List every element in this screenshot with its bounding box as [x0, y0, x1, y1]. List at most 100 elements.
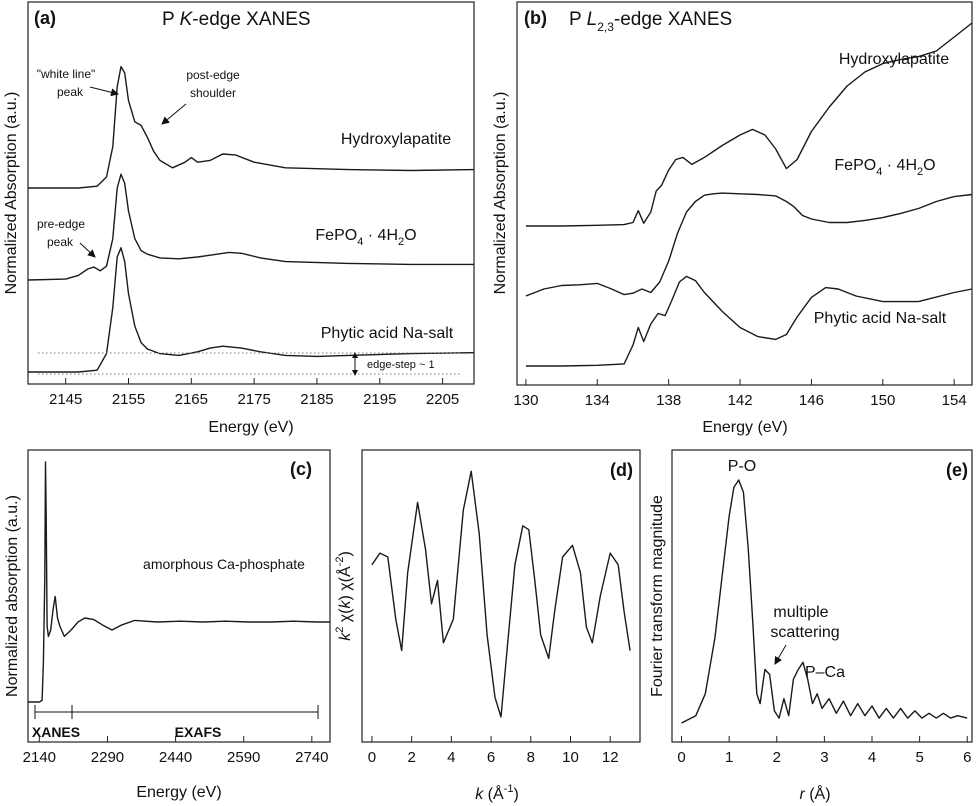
panel-e-letter: (e) — [946, 460, 968, 480]
panel-c-x-axis-label: Energy (eV) — [136, 784, 221, 801]
panel-e-curves — [681, 479, 968, 724]
x-tick-label-2155: 2155 — [112, 391, 145, 408]
series-line-amorphous-ca-phosphate — [28, 461, 330, 703]
panel-d-x-axis-label: k (Å-1) — [475, 783, 519, 803]
panel-d: (d) 0 2 4 6 8 10 12 k (Å-1) k2 χ(k) χ(Å-2) — [334, 449, 641, 803]
x-tick-label-2145: 2145 — [49, 391, 82, 408]
x-tick-label-5: 5 — [915, 749, 923, 766]
x-tick-label-2195: 2195 — [363, 391, 396, 408]
xanes-label: XANES — [32, 724, 80, 740]
panel-a-frame — [27, 1, 475, 385]
panel-d-y-axis-label: k2 χ(k) χ(Å-2) — [334, 551, 354, 641]
label-hydroxylapatite-b: Hydroxylapatite — [839, 51, 949, 68]
panel-e-frame — [671, 449, 973, 743]
annotation-white-line-1: "white line" — [37, 67, 96, 81]
panel-a-x-axis-label: Energy (eV) — [208, 419, 293, 436]
x-tick-label-2740: 2740 — [295, 749, 328, 766]
x-tick-label-12: 12 — [602, 749, 619, 766]
x-tick-label-2: 2 — [407, 749, 415, 766]
panel-e-x-axis-label: r (Å) — [799, 784, 830, 803]
label-phytic-a: Phytic acid Na-salt — [321, 325, 454, 342]
panel-e-x-ticks: 0 1 2 3 4 5 6 — [677, 736, 971, 766]
x-tick-label-10: 10 — [562, 749, 579, 766]
x-tick-label-0: 0 — [677, 749, 685, 766]
x-tick-label-6: 6 — [487, 749, 495, 766]
series-line-chi — [371, 470, 631, 718]
panel-d-x-ticks: 0 2 4 6 8 10 12 — [368, 736, 619, 766]
x-tick-label-142: 142 — [728, 392, 753, 409]
panel-a: (a) P K-edge XANES 2145 2155 2165 2175 2185 2… — [3, 1, 475, 436]
series-line-hydroxylapatite — [28, 65, 475, 189]
x-tick-label-0: 0 — [368, 749, 376, 766]
x-tick-label-2175: 2175 — [237, 391, 270, 408]
series-line-ft — [681, 479, 968, 724]
series-line-hydroxylapatite — [525, 22, 973, 227]
x-tick-label-2290: 2290 — [91, 749, 124, 766]
series-line-fepo4-4h2o — [525, 192, 973, 297]
panel-b-curves — [525, 22, 973, 367]
label-fepo4-b: FePO4 · 4H2O — [834, 157, 935, 178]
x-tick-label-4: 4 — [868, 749, 876, 766]
panel-e: (e) 0 1 2 3 4 5 6 P-O multiple scattering P–Ca… — [649, 449, 973, 803]
annotation-scattering: scattering — [770, 624, 839, 641]
arrow-post-edge — [161, 103, 187, 125]
panel-b-title: P L2,3-edge XANES — [569, 9, 732, 34]
x-tick-label-2440: 2440 — [159, 749, 192, 766]
x-tick-label-3: 3 — [820, 749, 828, 766]
series-line-phytic-acid-na-salt — [525, 275, 973, 367]
annotation-pre-edge-1: pre-edge — [37, 217, 85, 231]
panel-d-curves — [371, 470, 631, 718]
panel-a-y-axis-label: Normalized Absorption (a.u.) — [3, 92, 20, 295]
panel-d-frame — [361, 449, 641, 743]
label-amorphous-ca-phosphate: amorphous Ca-phosphate — [143, 556, 305, 572]
x-tick-label-134: 134 — [585, 392, 610, 409]
panel-c-y-axis-label: Normalized absorption (a.u.) — [4, 495, 21, 697]
panel-c: (c) 2140 2290 2440 2590 2740 amorphous Ca-ph… — [4, 449, 331, 801]
panel-c-x-ticks: 2140 2290 2440 2590 2740 — [23, 736, 329, 766]
x-tick-label-8: 8 — [527, 749, 535, 766]
panel-b-letter: (b) — [524, 8, 547, 28]
x-tick-label-150: 150 — [870, 392, 895, 409]
annotation-pre-edge-2: peak — [47, 235, 74, 249]
x-tick-label-154: 154 — [942, 392, 967, 409]
annotation-multiple: multiple — [773, 604, 828, 621]
label-fepo4-a: FePO4 · 4H2O — [315, 227, 416, 248]
x-tick-label-146: 146 — [799, 392, 824, 409]
arrow-white-line — [89, 86, 119, 97]
series-line-phytic-acid-na-salt — [28, 247, 475, 373]
panel-b-y-axis-label: Normalized Absorption (a.u.) — [492, 92, 509, 295]
annotation-white-line-2: peak — [57, 85, 84, 99]
label-hydroxylapatite-a: Hydroxylapatite — [341, 131, 451, 148]
panel-b-x-ticks: 130 134 138 142 146 150 154 — [513, 379, 967, 409]
peak-label-p-ca: P–Ca — [805, 664, 845, 681]
panel-c-letter: (c) — [290, 459, 312, 479]
panel-b-x-axis-label: Energy (eV) — [702, 419, 787, 436]
x-tick-label-2165: 2165 — [175, 391, 208, 408]
arrow-multiple-scattering — [774, 644, 787, 665]
panel-c-frame — [27, 449, 331, 743]
exafs-label: EXAFS — [175, 724, 222, 740]
x-tick-label-6: 6 — [963, 749, 971, 766]
panel-b: (b) P L2,3-edge XANES 130 134 138 142 146 150… — [492, 1, 973, 436]
x-tick-label-2140: 2140 — [23, 749, 56, 766]
annotation-post-edge-1: post-edge — [186, 68, 240, 82]
x-tick-label-138: 138 — [656, 392, 681, 409]
annotation-post-edge-2: shoulder — [190, 86, 236, 100]
x-tick-label-2: 2 — [773, 749, 781, 766]
panel-b-frame — [516, 1, 973, 386]
panel-a-letter: (a) — [34, 8, 56, 28]
x-tick-label-4: 4 — [447, 749, 455, 766]
x-tick-label-130: 130 — [513, 392, 538, 409]
panel-c-curves — [28, 461, 330, 703]
x-tick-label-1: 1 — [725, 749, 733, 766]
peak-label-p-o: P-O — [728, 458, 756, 475]
panel-a-x-ticks: 2145 2155 2165 2175 2185 2195 2205 — [49, 378, 459, 408]
x-tick-label-2590: 2590 — [227, 749, 260, 766]
panel-a-title: P K-edge XANES — [162, 9, 311, 30]
series-line-fepo4-4h2o — [27, 173, 474, 281]
x-tick-label-2185: 2185 — [300, 391, 333, 408]
annotation-edge-step: edge-step ~ 1 — [367, 359, 435, 371]
panel-d-letter: (d) — [610, 460, 633, 480]
panel-e-y-axis-label: Fourier transform magnitude — [649, 495, 666, 697]
